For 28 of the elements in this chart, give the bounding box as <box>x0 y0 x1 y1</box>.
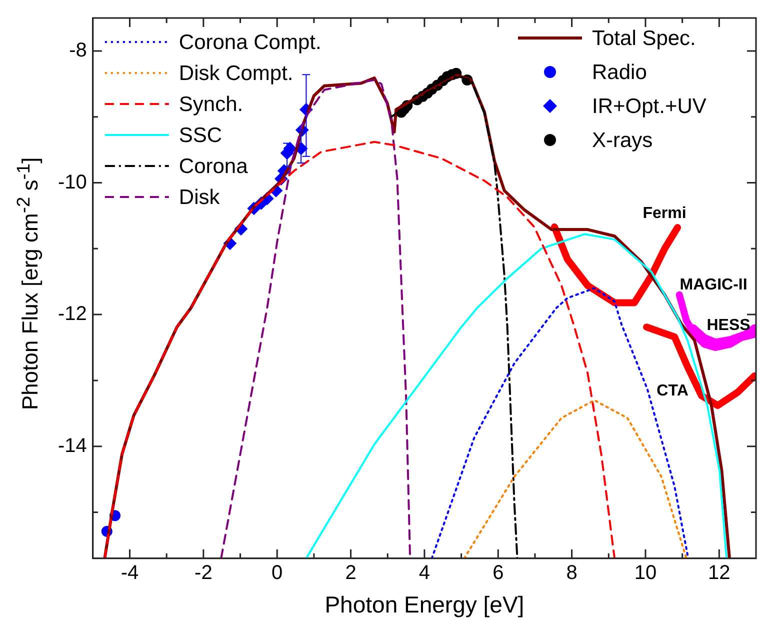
legend-label: Total Spec. <box>592 26 696 50</box>
x-tick-label: 10 <box>634 562 657 584</box>
y-tick-label: -14 <box>58 434 87 457</box>
x-tick-label: 2 <box>345 562 356 584</box>
annotation: HESS <box>706 317 751 334</box>
legend-label: Radio <box>592 60 647 84</box>
x-tick-label: 8 <box>566 562 578 584</box>
legend-label: X-rays <box>592 128 653 152</box>
legend-label: SSC <box>178 124 222 147</box>
legend-label: Disk Compt. <box>178 62 294 85</box>
legend-label: Disk <box>178 186 220 209</box>
x-tick-label: 4 <box>418 562 430 584</box>
annotation: Fermi <box>642 204 686 222</box>
legend-label: IR+Opt.+UV <box>592 94 706 118</box>
x-tick-label: 12 <box>708 562 730 584</box>
legend-label: Corona <box>178 154 248 178</box>
x-tick-label: 0 <box>272 562 283 584</box>
x-tick-label: -4 <box>120 562 139 584</box>
y-tick-label: -12 <box>58 303 87 326</box>
x-axis-title: Photon Energy [eV] <box>324 592 524 618</box>
annotation: MAGIC-II <box>680 276 748 294</box>
annotation: CTA <box>656 382 689 400</box>
y-tick-label: -10 <box>58 171 87 194</box>
y-tick-label: -8 <box>69 39 87 62</box>
x-tick-label: 6 <box>492 562 504 584</box>
x-tick-label: -2 <box>194 562 212 584</box>
legend-label: Corona Compt. <box>178 30 322 54</box>
legend-label: Synch. <box>178 92 244 116</box>
